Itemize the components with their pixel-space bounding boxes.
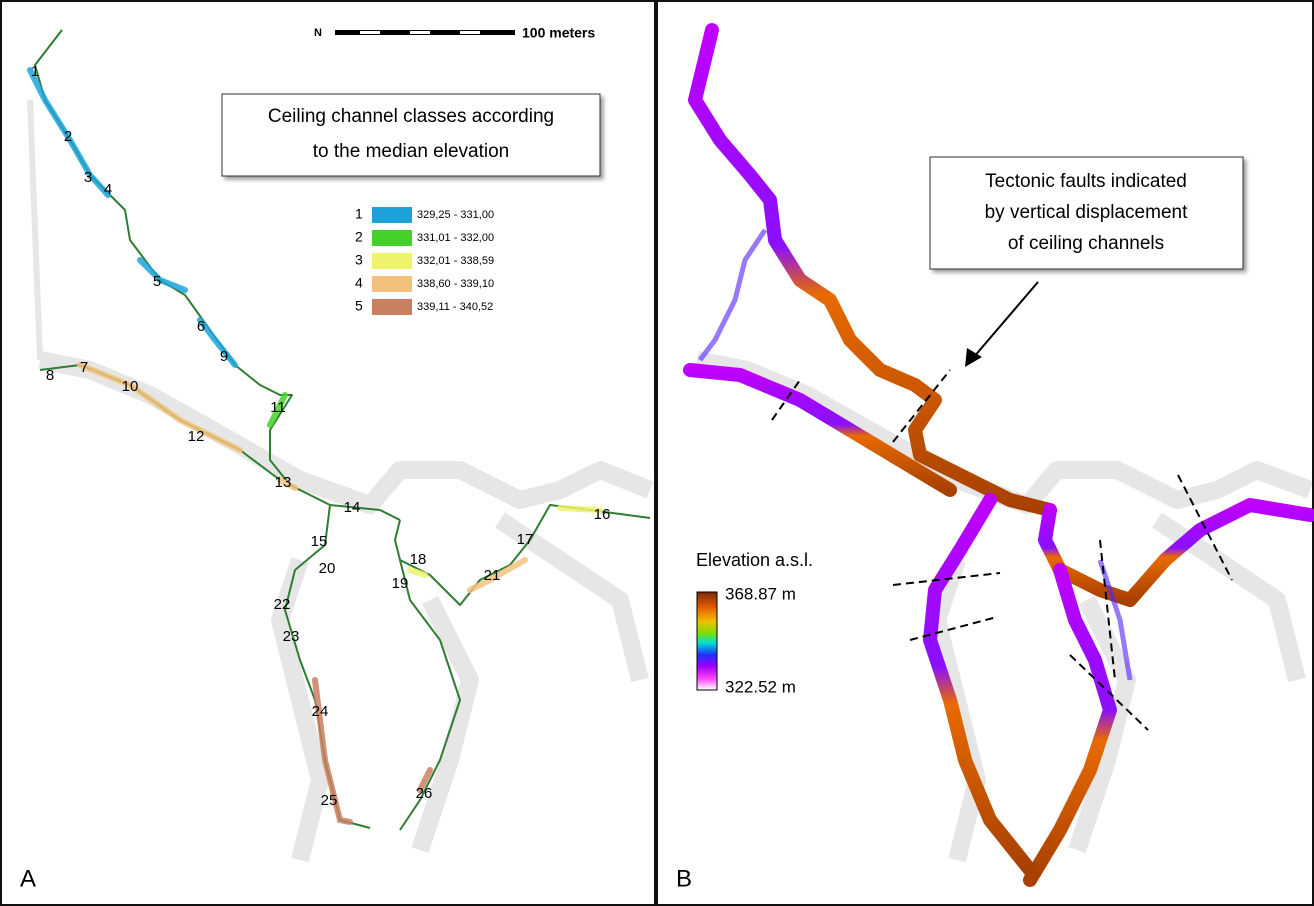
legend-swatch xyxy=(372,253,412,269)
legend-range: 339,11 - 340,52 xyxy=(417,301,493,313)
north-arrow: N xyxy=(314,27,322,39)
channel-label: 5 xyxy=(153,273,161,290)
channel-label: 17 xyxy=(517,531,534,548)
channel-label: 8 xyxy=(46,367,54,384)
channel-label: 9 xyxy=(220,348,228,365)
legend-class: 2 xyxy=(355,229,363,245)
annotation-line: by vertical displacement xyxy=(985,202,1188,223)
legend-swatch xyxy=(372,207,412,223)
channel-label: 7 xyxy=(80,359,88,376)
panel-label: A xyxy=(20,865,36,892)
channel-label: 2 xyxy=(64,128,72,145)
annotation-line: Tectonic faults indicated xyxy=(985,171,1187,192)
channel-label: 19 xyxy=(392,575,409,592)
channel-label: 6 xyxy=(197,318,205,335)
channel-segment xyxy=(80,365,240,450)
channel-label: 4 xyxy=(104,181,112,198)
legend-class: 4 xyxy=(355,275,363,291)
legend-swatch xyxy=(372,276,412,292)
colorbar-min: 322.52 m xyxy=(725,677,796,696)
scale-label: 100 meters xyxy=(522,25,595,41)
colorbar-max: 368.87 m xyxy=(725,584,796,603)
channel-segment xyxy=(140,260,185,290)
colorbar xyxy=(697,592,717,690)
channel-segment xyxy=(200,320,235,365)
title-line: to the median elevation xyxy=(313,141,509,162)
channel-label: 24 xyxy=(312,703,329,720)
scale-bar: N 100 meters xyxy=(314,25,595,41)
channel-label: 16 xyxy=(594,506,611,523)
legend-range: 329,25 - 331,00 xyxy=(417,209,494,221)
legend-swatch xyxy=(372,299,412,315)
legend-class: 3 xyxy=(355,252,363,268)
colorbar-title: Elevation a.s.l. xyxy=(696,550,813,570)
legend-class: 5 xyxy=(355,298,363,314)
legend-class: 1 xyxy=(355,206,363,222)
channel-label: 13 xyxy=(275,474,292,491)
channel-label: 12 xyxy=(188,428,205,445)
panel-frame xyxy=(657,1,1313,905)
annotation-line: of ceiling channels xyxy=(1008,233,1164,254)
channel-label: 18 xyxy=(410,551,427,568)
channel-label: 11 xyxy=(270,399,286,416)
channel-label: 20 xyxy=(319,560,336,577)
panel-label: B xyxy=(676,865,692,892)
channel-label: 21 xyxy=(484,567,501,584)
figure: N 100 meters Ceiling channel classes acc… xyxy=(0,0,1314,906)
legend-range: 338,60 - 339,10 xyxy=(417,278,494,290)
channel-label: 25 xyxy=(321,792,338,809)
channel-label: 26 xyxy=(416,785,433,802)
arrow xyxy=(973,282,1038,358)
channel-label: 10 xyxy=(122,378,139,395)
channel-label: 15 xyxy=(311,533,328,550)
channel-label: 1 xyxy=(31,63,39,80)
legend-swatch xyxy=(372,230,412,246)
legend-range: 331,01 - 332,00 xyxy=(417,232,494,244)
channel-label: 22 xyxy=(274,596,291,613)
title-line: Ceiling channel classes according xyxy=(268,106,554,127)
legend-range: 332,01 - 338,59 xyxy=(417,255,494,267)
legend: 1 329,25 - 331,00 2 331,01 - 332,00 3 332,01 … xyxy=(355,206,494,315)
channel-label: 3 xyxy=(84,169,92,186)
channel-label: 23 xyxy=(283,628,300,645)
channel-label: 14 xyxy=(344,499,361,516)
